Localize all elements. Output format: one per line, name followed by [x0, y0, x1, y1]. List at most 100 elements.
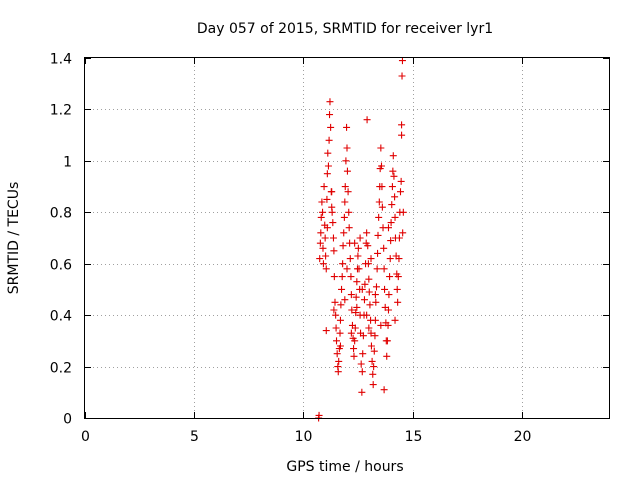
y-tick-label: 1.2 — [50, 103, 72, 119]
data-point — [364, 260, 372, 268]
data-point — [332, 311, 340, 319]
data-point — [365, 324, 373, 332]
data-point — [385, 291, 393, 299]
data-point — [324, 149, 332, 157]
data-point — [325, 136, 333, 144]
data-point — [371, 316, 379, 324]
data-point — [369, 381, 377, 389]
data-point — [327, 123, 335, 131]
data-point — [324, 162, 332, 170]
data-point — [377, 162, 385, 170]
data-point — [345, 208, 353, 216]
data-point — [350, 345, 358, 353]
data-point — [390, 172, 398, 180]
data-point — [336, 329, 344, 337]
data-point — [339, 242, 347, 250]
y-tick-label: 1.4 — [50, 52, 72, 68]
data-point — [361, 280, 369, 288]
data-point — [315, 411, 323, 419]
y-tick-label: 0 — [63, 412, 72, 428]
x-tick-label: 20 — [514, 429, 532, 445]
data-point — [330, 306, 338, 314]
data-point — [380, 386, 388, 394]
data-point — [343, 123, 351, 131]
x-tick-label: 5 — [190, 429, 199, 445]
data-point — [358, 285, 366, 293]
data-point — [330, 247, 338, 255]
data-point — [381, 285, 389, 293]
data-point — [358, 368, 366, 376]
x-axis-label: GPS time / hours — [286, 459, 403, 475]
data-point — [370, 347, 378, 355]
data-point — [398, 72, 406, 80]
data-point — [326, 98, 334, 106]
data-point — [393, 285, 401, 293]
data-point — [323, 170, 331, 178]
data-point — [386, 273, 394, 281]
data-point — [348, 306, 356, 314]
data-point — [377, 321, 385, 329]
data-point — [336, 342, 344, 350]
plot-frame — [84, 57, 610, 419]
data-point — [367, 342, 375, 350]
data-point — [364, 242, 372, 250]
data-point — [356, 234, 364, 242]
data-point — [317, 213, 325, 221]
data-point — [316, 255, 324, 263]
data-point — [370, 363, 378, 371]
data-point — [378, 203, 386, 211]
data-point — [363, 116, 371, 124]
data-point — [363, 311, 371, 319]
data-point — [398, 121, 406, 129]
x-tick-label: 15 — [405, 429, 423, 445]
data-point — [331, 298, 339, 306]
data-point — [343, 265, 351, 273]
data-point — [342, 157, 350, 165]
data-point — [352, 293, 360, 301]
data-point — [353, 278, 361, 286]
data-point — [319, 208, 327, 216]
data-point — [374, 231, 382, 239]
data-point — [359, 350, 367, 358]
data-point — [344, 188, 352, 196]
data-point — [374, 249, 382, 257]
data-point — [328, 208, 336, 216]
data-point — [399, 229, 407, 237]
data-point — [396, 188, 404, 196]
data-point — [398, 57, 406, 65]
data-point — [337, 301, 345, 309]
data-point — [338, 285, 346, 293]
data-point — [386, 255, 394, 263]
data-point — [347, 329, 355, 337]
data-point — [343, 167, 351, 175]
data-point — [363, 229, 371, 237]
data-point — [333, 350, 341, 358]
data-point — [350, 352, 358, 360]
axis-ticks: 0 5 10 15 20 0 0.2 0.4 0.6 0.8 1 1.2 1.4 — [50, 52, 609, 445]
data-point — [377, 144, 385, 152]
data-point — [358, 388, 366, 396]
data-point — [334, 368, 342, 376]
data-point — [351, 337, 359, 345]
data-point — [371, 291, 379, 299]
data-point — [351, 239, 359, 247]
data-point — [387, 237, 395, 245]
data-point — [375, 213, 383, 221]
data-point — [365, 275, 373, 283]
data-point — [368, 357, 376, 365]
data-point — [347, 273, 355, 281]
data-point — [354, 244, 362, 252]
data-point — [318, 198, 326, 206]
data-point — [384, 306, 392, 314]
data-point — [394, 298, 402, 306]
data-point — [372, 283, 380, 291]
data-point — [366, 301, 374, 309]
data-point — [351, 324, 359, 332]
data-point — [383, 352, 391, 360]
data-point — [387, 219, 395, 227]
data-point — [354, 252, 362, 260]
grid-lines — [85, 58, 609, 418]
data-point — [375, 198, 383, 206]
y-axis-label: SRMTID / TECUs — [6, 182, 22, 295]
